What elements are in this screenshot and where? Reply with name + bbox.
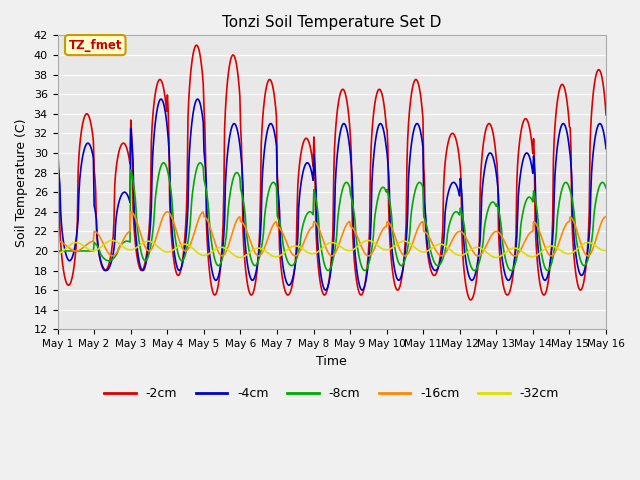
-8cm bbox=[400, 260, 408, 265]
-4cm bbox=[54, 160, 61, 166]
-2cm bbox=[399, 264, 407, 270]
-32cm bbox=[492, 255, 500, 261]
Line: -2cm: -2cm bbox=[58, 45, 606, 300]
-4cm bbox=[177, 267, 184, 273]
-16cm bbox=[205, 222, 213, 228]
Legend: -2cm, -4cm, -8cm, -16cm, -32cm: -2cm, -4cm, -8cm, -16cm, -32cm bbox=[99, 383, 564, 406]
-2cm bbox=[467, 297, 475, 303]
-4cm bbox=[63, 256, 71, 262]
-2cm bbox=[205, 267, 213, 273]
-32cm bbox=[120, 244, 128, 250]
-32cm bbox=[415, 248, 423, 253]
-16cm bbox=[54, 238, 61, 244]
-8cm bbox=[324, 268, 332, 274]
-8cm bbox=[63, 248, 71, 254]
-2cm bbox=[54, 146, 61, 152]
-2cm bbox=[193, 42, 200, 48]
-16cm bbox=[63, 244, 71, 250]
-4cm bbox=[120, 190, 128, 195]
-16cm bbox=[127, 209, 134, 215]
X-axis label: Time: Time bbox=[316, 355, 347, 368]
-32cm bbox=[364, 238, 372, 243]
-32cm bbox=[54, 251, 61, 256]
-8cm bbox=[416, 180, 424, 185]
-4cm bbox=[416, 126, 424, 132]
-8cm bbox=[205, 218, 213, 224]
Line: -32cm: -32cm bbox=[58, 240, 606, 258]
-4cm bbox=[400, 260, 408, 265]
-2cm bbox=[63, 282, 71, 288]
-16cm bbox=[584, 253, 591, 259]
-8cm bbox=[160, 160, 168, 166]
Line: -16cm: -16cm bbox=[58, 212, 606, 256]
-32cm bbox=[399, 239, 407, 244]
-2cm bbox=[602, 112, 610, 118]
Line: -8cm: -8cm bbox=[58, 163, 606, 271]
-8cm bbox=[54, 248, 61, 254]
Line: -4cm: -4cm bbox=[58, 99, 606, 290]
-2cm bbox=[415, 84, 423, 90]
-4cm bbox=[602, 146, 610, 152]
-16cm bbox=[177, 241, 184, 247]
-16cm bbox=[602, 214, 610, 219]
-32cm bbox=[63, 244, 71, 250]
Text: TZ_fmet: TZ_fmet bbox=[68, 38, 122, 51]
Y-axis label: Soil Temperature (C): Soil Temperature (C) bbox=[15, 118, 28, 247]
-8cm bbox=[120, 239, 128, 245]
-2cm bbox=[120, 140, 128, 146]
-16cm bbox=[399, 252, 407, 258]
-32cm bbox=[176, 243, 184, 249]
-32cm bbox=[205, 251, 212, 257]
-8cm bbox=[177, 257, 184, 263]
-2cm bbox=[176, 271, 184, 277]
-16cm bbox=[120, 236, 128, 241]
-4cm bbox=[157, 96, 165, 102]
-8cm bbox=[602, 185, 610, 191]
-4cm bbox=[205, 249, 213, 254]
Title: Tonzi Soil Temperature Set D: Tonzi Soil Temperature Set D bbox=[222, 15, 442, 30]
-16cm bbox=[415, 223, 423, 228]
-32cm bbox=[602, 248, 610, 254]
-4cm bbox=[358, 287, 366, 293]
